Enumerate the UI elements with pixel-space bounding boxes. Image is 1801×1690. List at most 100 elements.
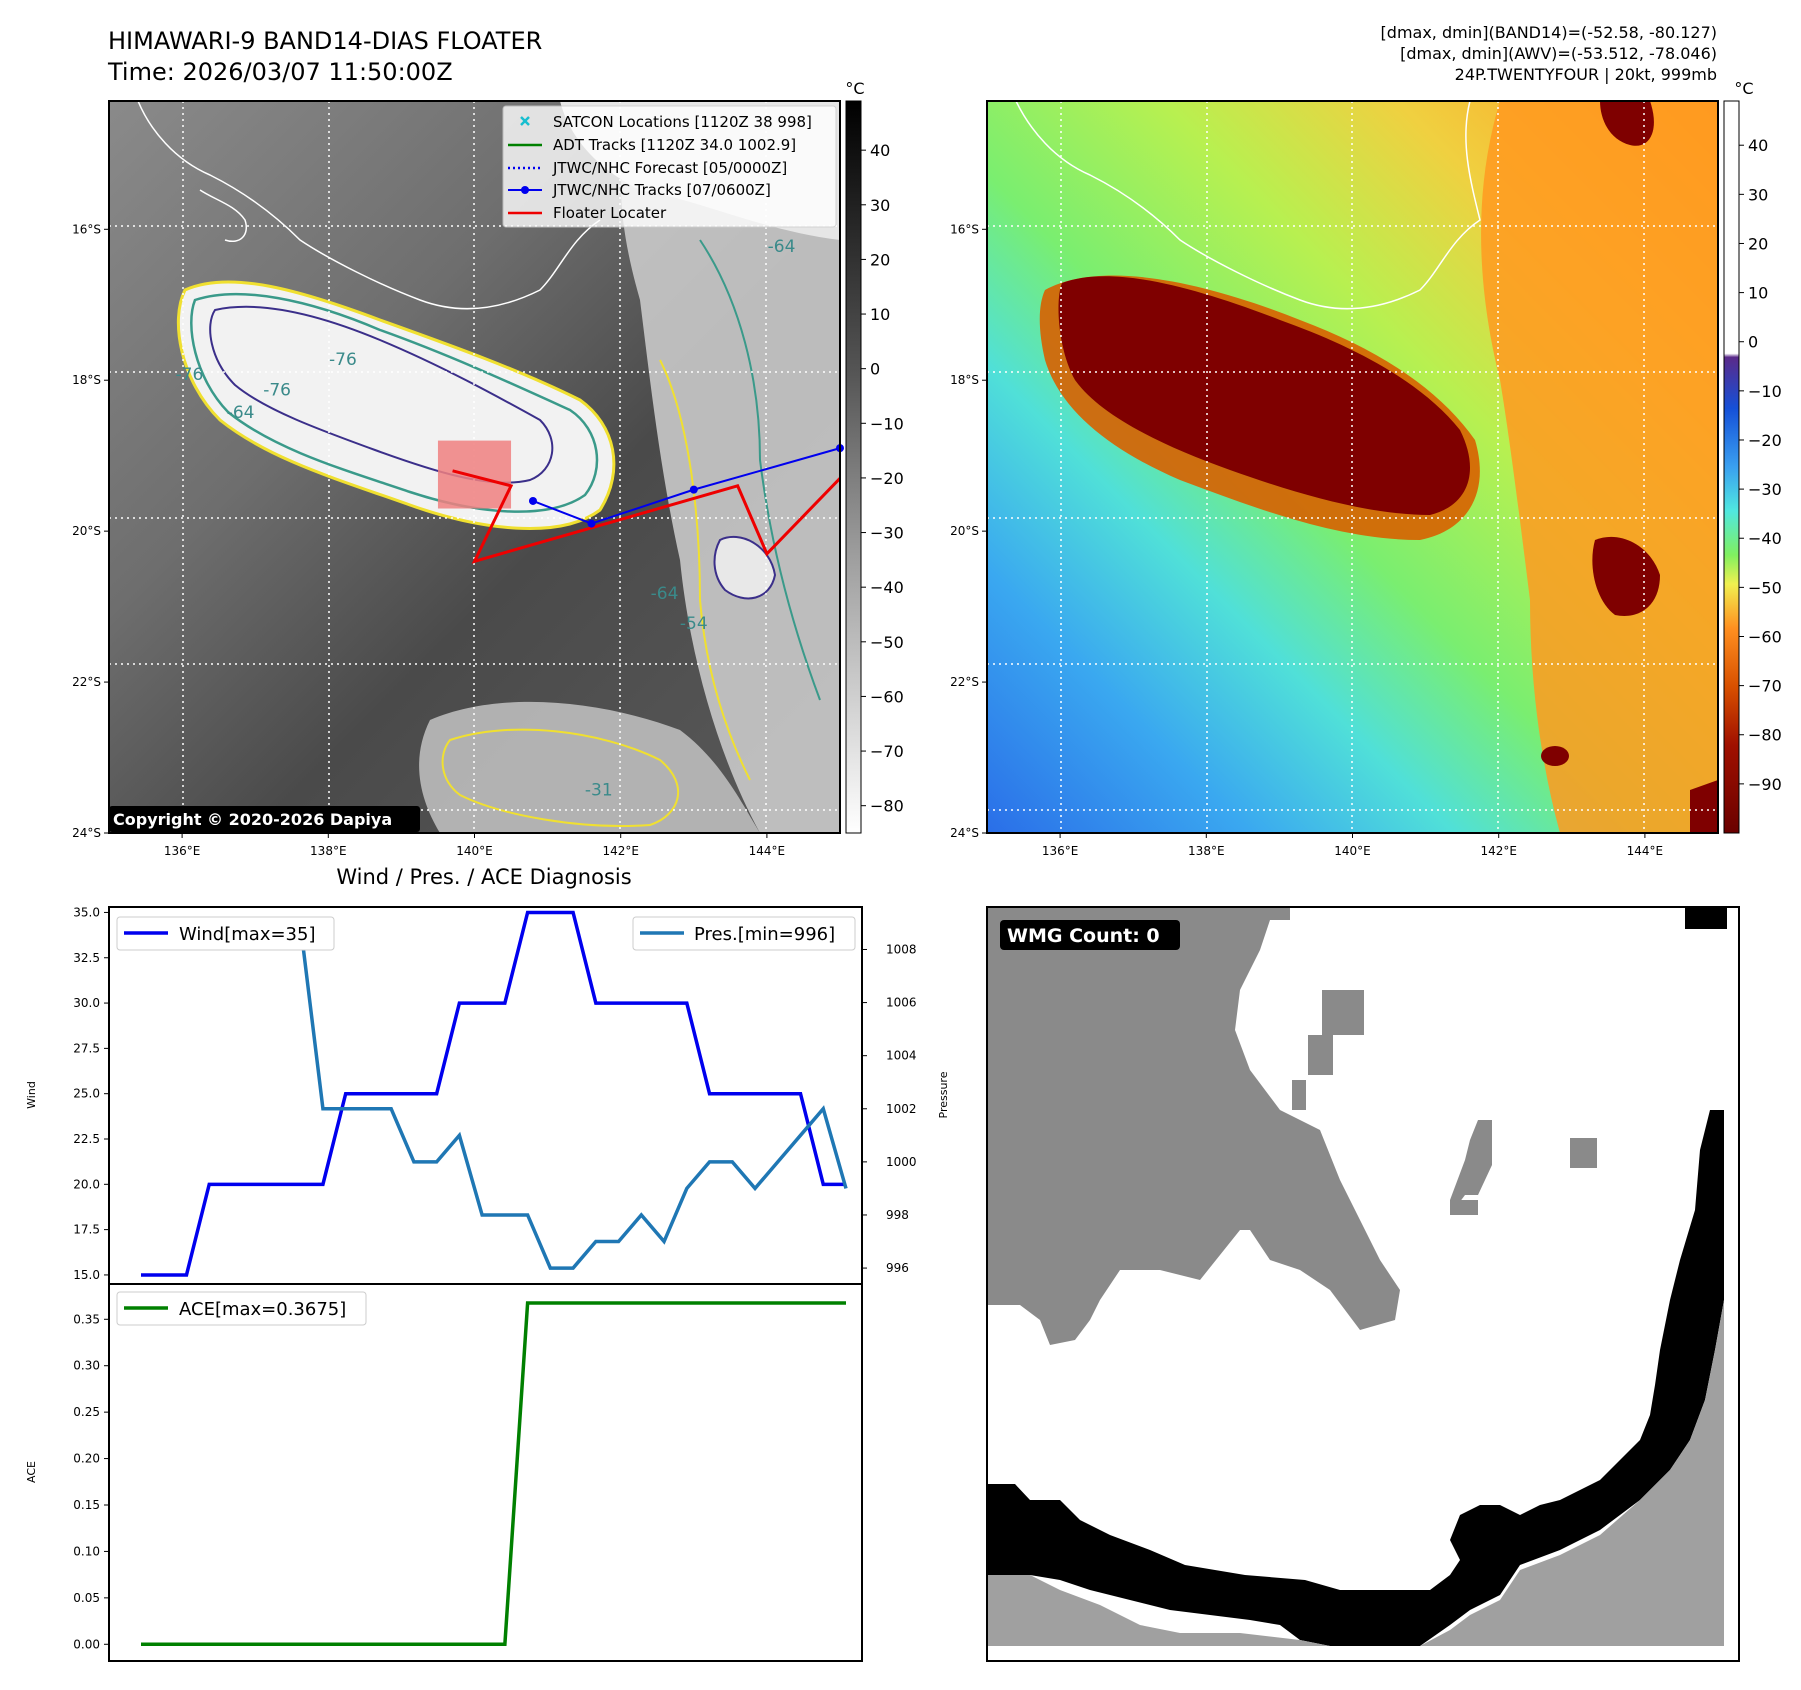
wind-y-tick-label: 17.5 xyxy=(73,1223,100,1237)
legend-satcon-label: SATCON Locations [1120Z 38 998] xyxy=(553,113,812,131)
map2-grid xyxy=(987,101,1718,833)
wmg-lightgray-region xyxy=(987,1300,1724,1646)
wind-y-tick-label: 30.0 xyxy=(73,996,100,1010)
pressure-y-tick-label: 1000 xyxy=(886,1155,917,1169)
wind-y-tick-label: 35.0 xyxy=(73,905,100,919)
colorbar-tick-label: −50 xyxy=(1748,578,1782,597)
legend-tracks-label: JTWC/NHC Tracks [07/0600Z] xyxy=(552,181,771,199)
colorbar-tick-label: −10 xyxy=(870,414,904,433)
wmg-gray-block-2 xyxy=(1308,1035,1333,1075)
colorbar-tick-label: −30 xyxy=(870,524,904,543)
pressure-y-label: Pressure xyxy=(937,1071,950,1118)
pressure-y-tick-label: 998 xyxy=(886,1208,909,1222)
cloud-south xyxy=(419,701,760,833)
pressure-legend-box xyxy=(632,916,856,951)
contour-label: -76 xyxy=(329,350,357,370)
awv-storm-core xyxy=(1058,276,1470,515)
jtwc-track-point xyxy=(528,496,537,505)
legend-satcon-marker xyxy=(520,116,530,126)
wind-series-line xyxy=(141,910,846,1277)
ace-y-tick-label: 0.20 xyxy=(73,1452,100,1466)
wmg-gray-block-6 xyxy=(1570,1138,1597,1168)
wind-legend-label: Wind[max=35] xyxy=(179,924,316,945)
ace-y-tick-label: 0.35 xyxy=(73,1312,100,1326)
wmg-count-badge xyxy=(1000,920,1180,950)
y-tick-label: 24°S xyxy=(72,826,101,840)
wmg-gray-block-1 xyxy=(1322,990,1364,1035)
wind-y-tick-label: 25.0 xyxy=(73,1087,100,1101)
band14-map-panel: -76-76-76-64-64-64-54-31 SATCON Location… xyxy=(72,79,904,858)
awv-map-panel: 136°E 138°E 140°E 142°E 144°E 16°S 18°S 20°S 22… xyxy=(950,79,1782,858)
wind-legend: Wind[max=35] xyxy=(116,916,335,951)
ace-y-ticks: 0.00 0.05 0.10 0.15 0.20 0.25 0.30 0.35 xyxy=(73,1312,109,1651)
colorbar-tick-label: 10 xyxy=(870,305,890,324)
ace-legend-box xyxy=(116,1291,367,1326)
y-tick-label: 22°S xyxy=(950,675,979,689)
floater-box xyxy=(437,440,512,509)
stats-line2: [dmax, dmin](AWV)=(-53.512, -78.046) xyxy=(1400,44,1717,63)
contour-label: -64 xyxy=(651,584,679,604)
ace-y-tick-label: 0.00 xyxy=(73,1637,100,1651)
x-tick-label: 138°E xyxy=(310,844,347,858)
contour-label: -64 xyxy=(227,403,255,423)
wind-plot-frame xyxy=(108,906,863,1285)
legend-adt-label: ADT Tracks [1120Z 34.0 1002.9] xyxy=(553,136,796,154)
pressure-y-tick-label: 1008 xyxy=(886,942,917,956)
colorbar-tick-label: 0 xyxy=(870,360,880,379)
jtwc-track-point xyxy=(689,485,698,494)
wind-y-tick-label: 27.5 xyxy=(73,1041,100,1055)
ace-plot-frame xyxy=(108,1283,863,1662)
map1-y-ticks: 16°S 18°S 20°S 22°S 24°S xyxy=(72,222,109,840)
ace-y-label: ACE xyxy=(25,1461,38,1483)
ace-y-tick-label: 0.05 xyxy=(73,1591,100,1605)
pressure-y-tick-label: 996 xyxy=(886,1261,909,1275)
y-tick-label: 16°S xyxy=(72,222,101,236)
x-tick-label: 136°E xyxy=(1042,844,1079,858)
ace-legend: ACE[max=0.3675] xyxy=(116,1291,367,1326)
colorbar1 xyxy=(845,100,862,834)
y-tick-label: 22°S xyxy=(72,675,101,689)
coastline-1 xyxy=(137,101,601,310)
wmg-frame xyxy=(986,906,1740,1662)
jtwc-track-line xyxy=(532,447,841,525)
x-tick-label: 142°E xyxy=(1480,844,1517,858)
colorbar-tick-label: 30 xyxy=(1748,185,1768,204)
wind-y-tick-label: 15.0 xyxy=(73,1268,100,1282)
awv-se-core xyxy=(1690,780,1718,833)
contour-label: -76 xyxy=(176,365,204,385)
pressure-y-tick-label: 1004 xyxy=(886,1049,917,1063)
east-contour-2 xyxy=(659,359,751,781)
map1-legend: SATCON Locations [1120Z 38 998] ADT Trac… xyxy=(502,105,837,228)
ace-panel: 0.00 0.05 0.10 0.15 0.20 0.25 0.30 0.35 ACE ACE… xyxy=(25,1283,863,1662)
colorbar-tick-label: −20 xyxy=(1748,431,1782,450)
colorbar-tick-label: −60 xyxy=(870,687,904,706)
floater-track-line xyxy=(452,469,842,564)
x-tick-label: 136°E xyxy=(164,844,201,858)
wmg-gray-region xyxy=(987,907,1400,1345)
ace-y-tick-label: 0.10 xyxy=(73,1544,100,1558)
colorbar-tick-label: −50 xyxy=(870,633,904,652)
cloud-band-east xyxy=(621,101,840,833)
y-tick-label: 20°S xyxy=(950,524,979,538)
storm-contour-teal xyxy=(190,292,599,513)
contour-label: -64 xyxy=(768,237,796,257)
colorbar-tick-label: −80 xyxy=(870,797,904,816)
x-tick-label: 142°E xyxy=(602,844,639,858)
y-tick-label: 18°S xyxy=(950,373,979,387)
colorbar2 xyxy=(1723,100,1740,834)
colorbar-tick-label: −40 xyxy=(1748,529,1782,548)
east-contour-1 xyxy=(699,239,821,701)
jtwc-track-point xyxy=(587,519,596,528)
pressure-y-tick-label: 1002 xyxy=(886,1102,917,1116)
diagnosis-title: Wind / Pres. / ACE Diagnosis xyxy=(336,865,631,889)
colorbar-tick-label: −90 xyxy=(1748,775,1782,794)
copyright-text: Copyright © 2020-2026 Dapiya xyxy=(113,810,392,829)
colorbar2-unit: °C xyxy=(1734,79,1753,98)
wind-y-tick-label: 20.0 xyxy=(73,1177,100,1191)
colorbar-tick-label: −70 xyxy=(870,742,904,761)
wmg-count-label: WMG Count: 0 xyxy=(1007,925,1160,947)
y-tick-label: 20°S xyxy=(72,524,101,538)
awv-east-core xyxy=(1592,536,1660,616)
wmg-black-block xyxy=(1685,907,1727,929)
